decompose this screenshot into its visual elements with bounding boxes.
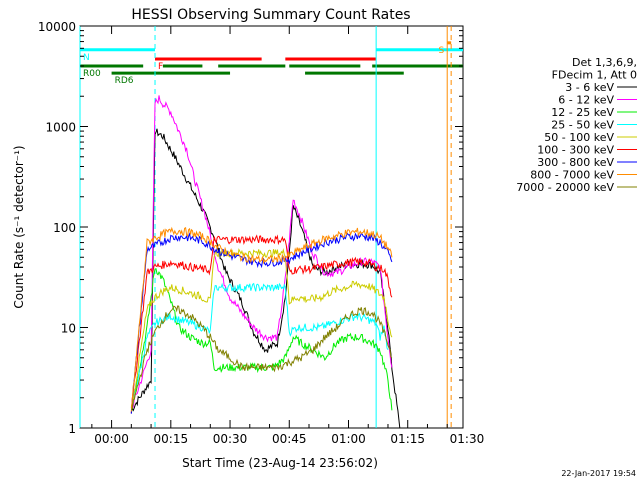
series-line-3 [130, 268, 393, 414]
series-line-5 [130, 248, 393, 408]
legend-label-7: 300 - 800 keV [537, 156, 614, 169]
legend-label-8: 800 - 7000 keV [530, 169, 614, 182]
flag-label-r00: R00 [83, 69, 101, 79]
y-tick-label-3: 100 [53, 221, 76, 235]
x-tick-label-6: 01:15 [390, 432, 425, 446]
legend-label-3: 12 - 25 keV [551, 106, 614, 119]
series-line-1 [130, 128, 401, 429]
legend-label-9: 7000 - 20000 keV [516, 181, 614, 194]
flag-label-f: F [158, 62, 163, 72]
y-tick-label-4: 1000 [45, 121, 76, 135]
x-tick-label-3: 00:30 [213, 432, 248, 446]
legend-label-1: 3 - 6 keV [565, 81, 614, 94]
x-axis-label: Start Time (23-Aug-14 23:56:02) [182, 456, 378, 470]
x-tick-label-1: 00:00 [94, 432, 129, 446]
legend-label-2: 6 - 12 keV [558, 94, 614, 107]
x-tick-label-4: 00:45 [272, 432, 307, 446]
series-line-6 [130, 234, 393, 414]
flag-label-n: N [83, 53, 90, 63]
y-tick-label-1: 1 [68, 422, 76, 436]
chart-title: HESSI Observing Summary Count Rates [131, 7, 410, 23]
series-line-9 [130, 305, 393, 411]
series-line-4 [130, 282, 389, 408]
flag-label-rd6: RD6 [115, 76, 134, 86]
legend-label-6: 100 - 300 keV [537, 144, 614, 157]
generated-date: 22-Jan-2017 19:54 [561, 469, 636, 478]
y-axis-ticks: 1 10 100 1000 10000 [38, 20, 463, 436]
series-line-8 [130, 226, 393, 412]
series-line-7 [130, 231, 393, 414]
x-tick-label-7: 01:30 [450, 432, 485, 446]
x-tick-label-2: 00:15 [154, 432, 189, 446]
observing-flags: N F R00 RD6 S [80, 41, 463, 86]
y-axis-label: Count Rate (s⁻¹ detector⁻¹) [12, 145, 26, 308]
y-tick-label-5: 10000 [38, 20, 76, 34]
legend-header-2: FDecim 1, Att 0 [552, 69, 637, 82]
series-lines [130, 95, 401, 429]
legend-label-4: 25 - 50 keV [551, 119, 614, 132]
legend-header-1: Det 1,3,6,9, [572, 56, 637, 69]
flag-label-s: S [438, 46, 444, 56]
y-tick-label-2: 10 [61, 322, 76, 336]
x-tick-label-5: 01:00 [331, 432, 366, 446]
legend-label-5: 50 - 100 keV [544, 131, 614, 144]
x-axis-ticks: 00:00 00:15 00:30 00:45 01:00 01:15 01:30 [91, 26, 485, 446]
